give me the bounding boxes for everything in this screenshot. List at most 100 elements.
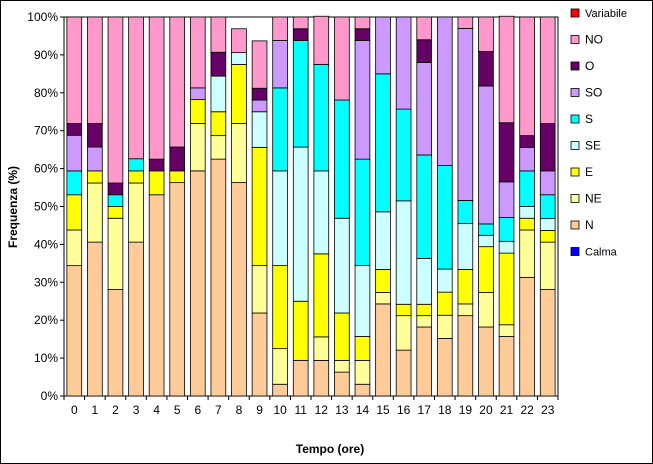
legend-item-o: O [570,59,594,73]
legend-label: NO [585,33,603,47]
legend-label: O [585,59,594,73]
bar-segment-n-14 [354,383,371,397]
bar-segment-ne-17 [416,315,433,328]
bar-segment-e-23 [539,229,556,243]
x-tick-label: 15 [376,403,390,417]
bar-segment-ne-21 [498,324,515,337]
legend-swatch [570,220,580,230]
x-tick-label: 9 [256,403,263,417]
legend-label: SE [585,139,601,153]
bar-segment-e-20 [478,246,494,293]
x-tick-label: 12 [315,403,329,417]
legend-swatch [570,114,580,124]
bar-segment-se-9 [251,111,268,148]
bar-segment-s-3 [128,158,144,172]
bar-segment-no-12 [313,15,330,65]
y-axis-title: Frequenza (%) [6,166,20,248]
bar-segment-s-16 [395,108,412,202]
bar-segment-ne-19 [457,303,474,317]
bar-stack-15 [375,16,391,397]
x-tick-label: 1 [92,403,99,417]
bar-segment-s-20 [478,223,494,236]
y-tick-label: 100% [27,10,58,24]
bar-segment-se-12 [313,170,330,255]
bar-segment-o-9 [251,87,268,101]
x-tick-label: 17 [418,403,432,417]
bar-segment-no-13 [334,16,350,101]
legend-swatch [570,35,580,44]
bar-segment-o-20 [478,51,494,87]
x-tick-label: 0 [71,403,78,417]
bar-segment-ne-20 [478,292,494,328]
bar-segment-o-7 [210,51,227,77]
bar-segment-n-19 [457,315,474,397]
bar-segment-se-19 [457,223,474,270]
bar-stack-4 [148,16,165,397]
bar-segment-so-9 [251,99,268,113]
x-tick-label: 19 [459,403,473,417]
bar-stack-21 [498,15,515,397]
bar-segment-e-12 [313,253,330,338]
bar-segment-no-6 [189,16,206,89]
legend-swatch [570,247,580,256]
x-axis: 0 1 2 3 4 5 6 7 8 9 10 11 12 13 14 15 16 17 18 19 20 21 22 23 [63,396,559,417]
plot-area-border [63,16,559,397]
x-tick-label: 13 [335,403,349,417]
bar-stack-9 [251,40,268,397]
bar-segment-no-22 [519,16,535,137]
bar-segment-ne-6 [189,123,206,172]
bar-segment-e-5 [169,170,186,184]
bar-segment-e-3 [128,170,144,184]
bar-segment-e-10 [272,265,288,350]
bar-stack-20 [478,16,494,397]
bar-segment-o-2 [107,182,124,196]
bar-stack-22 [519,16,535,397]
bar-segment-so-1 [87,146,103,172]
bar-segment-n-11 [292,359,309,397]
x-tick-label: 8 [236,403,243,417]
bar-segment-ne-16 [395,315,412,351]
bar-segment-so-16 [395,16,412,110]
bar-segment-n-8 [231,182,247,397]
bar-segment-e-21 [498,252,515,326]
bar-segment-ne-15 [375,292,391,305]
bar-segment-e-22 [519,217,535,231]
bar-segment-e-2 [107,206,124,219]
bar-segment-o-4 [148,158,165,172]
x-tick-label: 4 [153,403,160,417]
bar-segment-no-14 [354,16,371,30]
bar-stack-17 [416,16,433,397]
bar-segment-e-0 [66,194,83,231]
bar-segment-n-23 [539,289,556,397]
bars [66,15,556,397]
bar-segment-ne-3 [128,182,144,243]
bar-segment-e-16 [395,303,412,317]
bar-stack-18 [436,16,453,397]
bar-segment-s-2 [107,194,124,207]
bar-segment-ne-18 [436,314,453,339]
bar-stack-16 [395,16,412,397]
bar-segment-o-22 [519,135,535,148]
x-tick-label: 23 [541,403,555,417]
legend-label: E [585,165,593,179]
y-tick-label: 50% [34,200,58,214]
x-tick-label: 2 [112,403,119,417]
bar-segment-no-0 [66,16,83,124]
bar-segment-n-10 [272,383,288,397]
bar-segment-s-12 [313,63,330,172]
legend-swatch [570,194,580,203]
bar-segment-n-22 [519,276,535,397]
bar-segment-s-23 [539,194,556,220]
bar-stack-7 [210,16,227,397]
bar-segment-o-0 [66,123,83,136]
x-tick-label: 14 [356,403,370,417]
x-tick-label: 6 [194,403,201,417]
bar-segment-ne-1 [87,182,103,243]
bar-segment-so-6 [189,87,206,101]
bar-segment-ne-14 [354,359,371,385]
bar-segment-ne-2 [107,217,124,290]
bar-segment-o-14 [354,28,371,41]
legend-item-n: N [570,218,594,232]
bar-segment-e-18 [436,291,453,316]
bar-segment-so-15 [375,16,391,75]
